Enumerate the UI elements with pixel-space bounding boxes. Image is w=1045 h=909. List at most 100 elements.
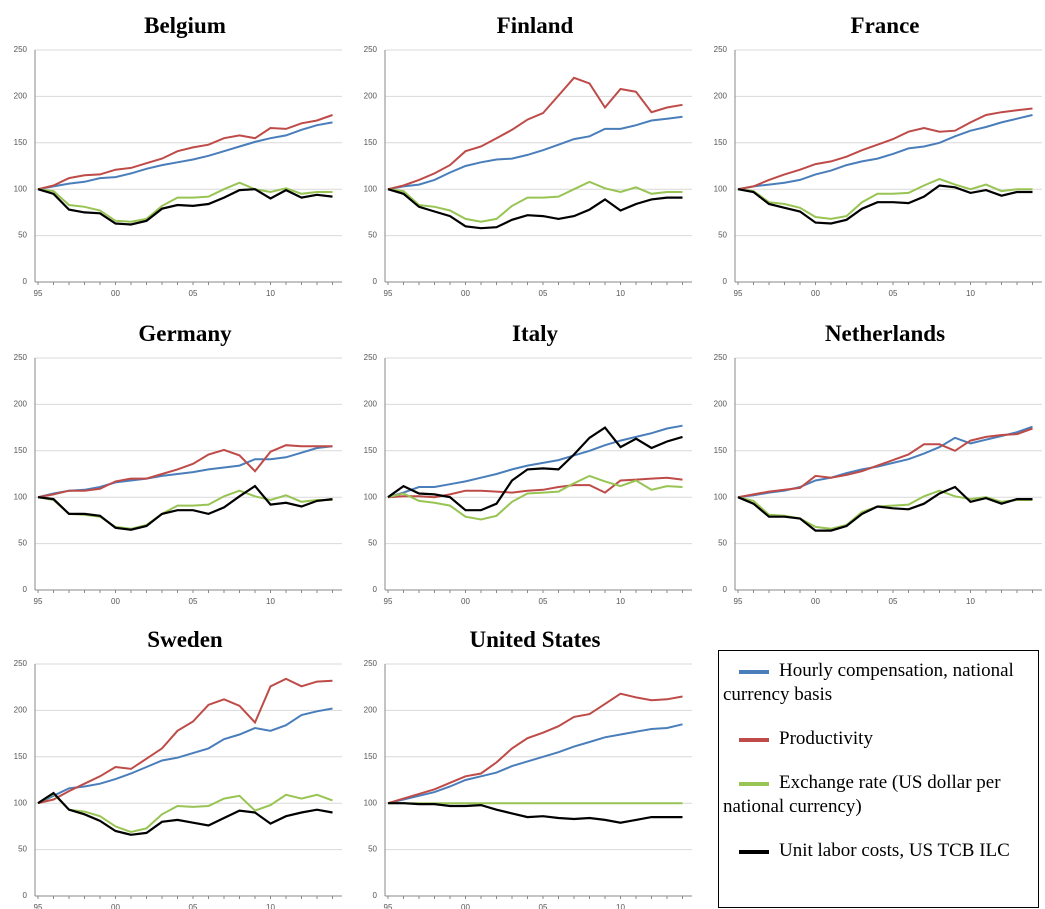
y-tick-label: 150 [714,138,728,147]
y-tick-label: 200 [14,92,28,101]
x-tick-label: 95 [34,289,43,298]
y-tick-label: 250 [14,45,28,54]
legend-swatch [739,669,769,674]
x-tick-label: 05 [189,289,198,298]
series-line [387,474,683,521]
y-tick-label: 150 [364,138,378,147]
series-line [737,177,1033,220]
chart-title: Germany [138,321,232,346]
series-line [37,484,333,531]
series-line [37,444,333,499]
y-tick-label: 50 [18,845,27,854]
x-tick-label: 95 [384,289,393,298]
series-line [387,692,683,805]
series-line [737,427,1033,499]
x-tick-label: 05 [889,289,898,298]
series-line [37,181,333,223]
legend-entry: Unit labor costs, US TCB ILC [723,839,1034,863]
series-line [37,114,333,191]
y-tick-label: 150 [364,752,378,761]
y-tick-label: 250 [364,353,378,362]
y-tick-label: 150 [14,446,28,455]
y-tick-label: 250 [714,45,728,54]
x-tick-label: 95 [384,903,393,909]
y-tick-label: 200 [364,400,378,409]
series-line [387,426,683,512]
y-tick-label: 150 [364,446,378,455]
series-line [387,424,683,499]
x-tick-label: 05 [539,289,548,298]
y-tick-label: 100 [14,184,28,193]
y-tick-label: 0 [23,277,28,286]
chart-title: Netherlands [825,321,945,346]
y-tick-label: 200 [714,400,728,409]
series-line [37,677,333,805]
series-line [387,188,683,230]
series-line [37,445,333,499]
chart-title: Sweden [147,627,223,652]
y-tick-label: 0 [373,277,378,286]
series-line [37,792,333,834]
x-tick-label: 10 [616,903,625,909]
x-tick-label: 05 [189,597,198,606]
y-tick-label: 250 [364,659,378,668]
chart-title: Italy [512,321,559,346]
y-tick-label: 250 [14,659,28,668]
chart-title: Belgium [144,13,226,38]
y-tick-label: 150 [714,446,728,455]
y-tick-label: 50 [368,539,377,548]
y-tick-label: 200 [364,92,378,101]
legend-label: Unit labor costs, US TCB ILC [779,840,1010,861]
x-tick-label: 00 [461,597,470,606]
series-line [37,188,333,226]
series-line [737,184,1033,225]
y-tick-label: 200 [714,92,728,101]
legend-swatch [739,781,769,786]
legend-swatch [739,737,769,742]
x-tick-label: 10 [966,597,975,606]
series-line [387,115,683,191]
y-tick-label: 100 [364,184,378,193]
chart-title: United States [470,627,601,652]
x-tick-label: 00 [461,903,470,909]
series-line [37,707,333,805]
x-tick-label: 00 [811,289,820,298]
y-tick-label: 100 [14,492,28,501]
series-line [37,791,333,836]
chart-title: Finland [497,13,574,38]
y-tick-label: 150 [14,752,28,761]
x-tick-label: 10 [266,289,275,298]
series-line [387,180,683,223]
x-tick-label: 05 [189,903,198,909]
y-tick-label: 0 [373,585,378,594]
y-tick-label: 50 [18,231,27,240]
y-tick-label: 100 [364,492,378,501]
x-tick-label: 10 [266,903,275,909]
series-line [387,723,683,805]
y-tick-label: 50 [718,539,727,548]
legend-entry: Productivity [723,727,1034,751]
legend-label: Productivity [779,728,873,749]
x-tick-label: 95 [384,597,393,606]
y-tick-label: 100 [714,184,728,193]
y-tick-label: 200 [14,706,28,715]
y-tick-label: 0 [723,277,728,286]
x-tick-label: 95 [734,597,743,606]
legend-entry: Exchange rate (US dollar per national cu… [723,771,1034,819]
series-line [737,489,1033,530]
series-line [737,107,1033,191]
y-tick-label: 50 [718,231,727,240]
y-tick-label: 0 [373,891,378,900]
y-tick-label: 100 [364,798,378,807]
x-tick-label: 05 [539,903,548,909]
y-tick-label: 100 [714,492,728,501]
x-tick-label: 10 [966,289,975,298]
y-tick-label: 0 [23,585,28,594]
legend-entry: Hourly compensation, national currency b… [723,659,1034,707]
legend-swatch [739,849,769,854]
chart-title: France [851,13,920,38]
y-tick-label: 250 [714,353,728,362]
y-tick-label: 200 [14,400,28,409]
x-tick-label: 05 [539,597,548,606]
